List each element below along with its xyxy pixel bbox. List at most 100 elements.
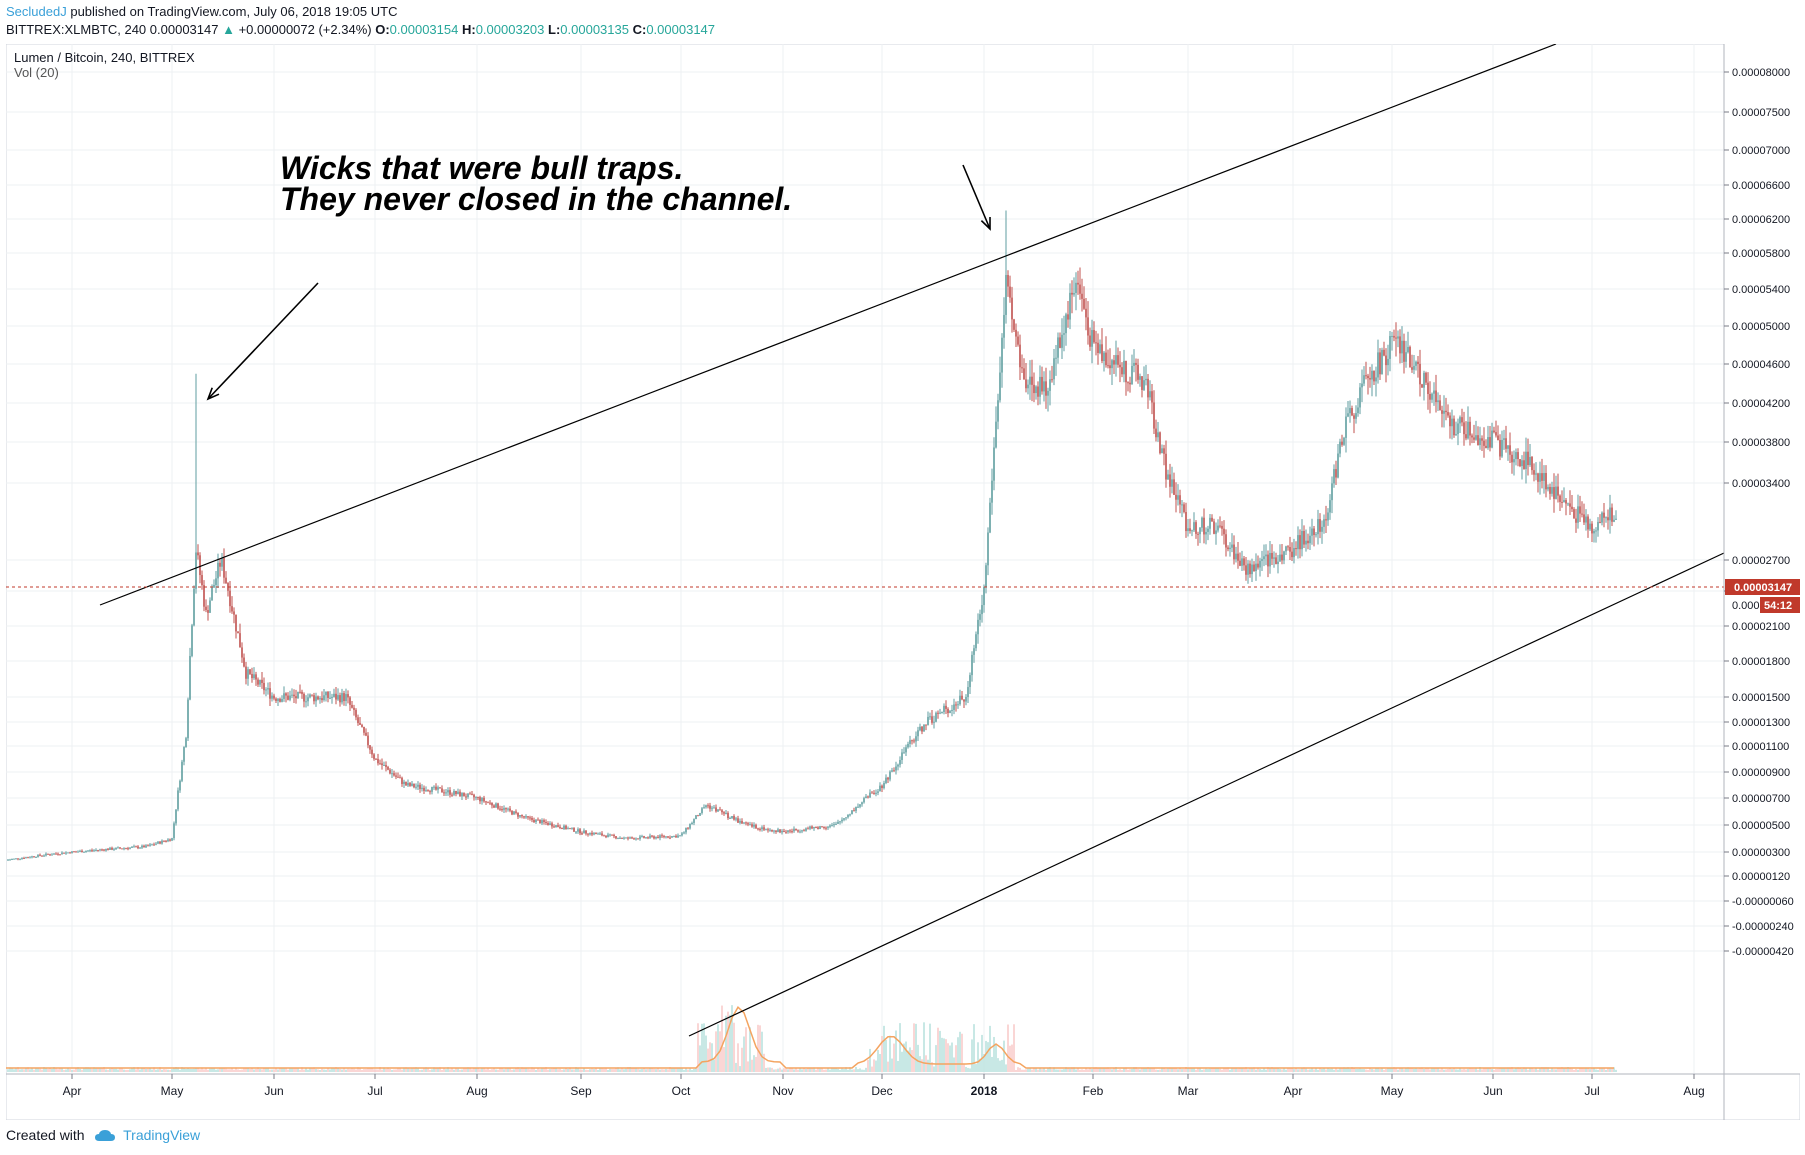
candle-body (1013, 319, 1015, 330)
volume-bar (367, 1068, 369, 1072)
candle-body (1585, 516, 1587, 523)
candle-body (1377, 352, 1379, 378)
candle-body (1429, 394, 1431, 400)
volume-bar (305, 1067, 307, 1072)
candle-body (301, 691, 303, 694)
x-tick-label: Dec (871, 1084, 892, 1098)
candle-body (839, 821, 841, 823)
arrow-left (207, 282, 319, 400)
volume-bar (301, 1067, 303, 1072)
volume-bar (1447, 1068, 1449, 1072)
candle-body (665, 836, 667, 838)
volume-bar (655, 1069, 657, 1072)
tradingview-link[interactable]: TradingView (123, 1127, 201, 1143)
volume-bar (63, 1069, 65, 1072)
volume-bar (1371, 1068, 1373, 1072)
volume-bar (1043, 1067, 1045, 1072)
arrow-left-head (206, 387, 220, 401)
volume-bar (1507, 1067, 1509, 1072)
volume-bar (787, 1069, 789, 1072)
candle-body (1393, 335, 1395, 338)
volume-bar (809, 1067, 811, 1072)
volume-bar (1011, 1044, 1013, 1072)
candle-body (613, 834, 615, 837)
volume-bar (193, 1068, 195, 1072)
candle-body (1063, 333, 1065, 335)
volume-bar (527, 1068, 529, 1072)
candle-body (291, 694, 293, 696)
volume-bar (1519, 1068, 1521, 1072)
candle-body (1463, 422, 1465, 435)
volume-bar (837, 1068, 839, 1072)
volume-bar (843, 1069, 845, 1072)
volume-bar (1031, 1069, 1033, 1072)
candle-body (745, 822, 747, 824)
candle-body (881, 785, 883, 789)
volume-bar (25, 1067, 27, 1072)
volume-bar (1113, 1067, 1115, 1072)
volume-bar (1041, 1069, 1043, 1072)
volume-bar (1357, 1069, 1359, 1072)
candle-body (609, 834, 611, 836)
candle-body (1097, 342, 1099, 354)
volume-bar (1081, 1069, 1083, 1072)
candle-body (69, 852, 71, 854)
candle-body (1157, 432, 1159, 438)
candle-body (173, 823, 175, 839)
volume-bar (715, 1031, 717, 1072)
candle-body (355, 709, 357, 718)
volume-bar (1495, 1069, 1497, 1072)
volume-bar (289, 1067, 291, 1072)
candle-body (511, 810, 513, 815)
candle-body (1459, 417, 1461, 424)
candle-body (175, 809, 177, 824)
candle-body (1525, 451, 1527, 470)
volume-bar (339, 1068, 341, 1072)
y-tick-label: 0.00003800 (1732, 437, 1790, 449)
candle-body (131, 846, 133, 848)
volume-bar (309, 1067, 311, 1072)
volume-bar (271, 1069, 273, 1072)
volume-bar (985, 1040, 987, 1072)
candle-body (1085, 308, 1087, 318)
volume-bar (1405, 1067, 1407, 1072)
candle-body (975, 634, 977, 649)
price-chart[interactable]: 0.000080000.000075000.000070000.00006600… (5, 43, 1801, 1121)
candle-body (23, 858, 25, 860)
volume-bar (179, 1069, 181, 1072)
candle-body (1373, 370, 1375, 382)
author-link[interactable]: SecludedJ (6, 4, 67, 19)
volume-bar (917, 1044, 919, 1072)
chart-frame[interactable]: 0.00008000 0.00007500 0.00007000 0.00006600… (5, 43, 1801, 1121)
candle-body (1093, 330, 1095, 343)
volume-bar (1141, 1068, 1143, 1072)
volume-bar (423, 1068, 425, 1072)
candle-body (677, 835, 679, 838)
price-change: +0.00000072 (+2.34%) (238, 22, 372, 37)
volume-bar (1313, 1069, 1315, 1072)
volume-bar (1017, 1067, 1019, 1072)
volume-bar (297, 1068, 299, 1072)
candle-body (897, 764, 899, 767)
candle-body (1091, 330, 1093, 347)
volume-bar (1237, 1068, 1239, 1072)
y-tick-label: 0.00003400 (1732, 478, 1790, 490)
candle-body (1517, 452, 1519, 460)
candle-body (1089, 335, 1091, 347)
candle-body (1191, 530, 1193, 532)
volume-bar (689, 1068, 691, 1072)
candle-body (819, 826, 821, 830)
candle-body (419, 784, 421, 789)
volume-bar (1275, 1067, 1277, 1072)
candle-body (283, 693, 285, 699)
candle-body (1161, 448, 1163, 454)
volume-bar (257, 1067, 259, 1072)
candle-body (1587, 516, 1589, 530)
volume-bar (643, 1068, 645, 1072)
volume-bar (523, 1067, 525, 1072)
candle-body (743, 822, 745, 824)
candle-body (611, 834, 613, 836)
candle-body (587, 833, 589, 835)
volume-bar (1607, 1067, 1609, 1072)
volume-bar (1613, 1067, 1615, 1072)
